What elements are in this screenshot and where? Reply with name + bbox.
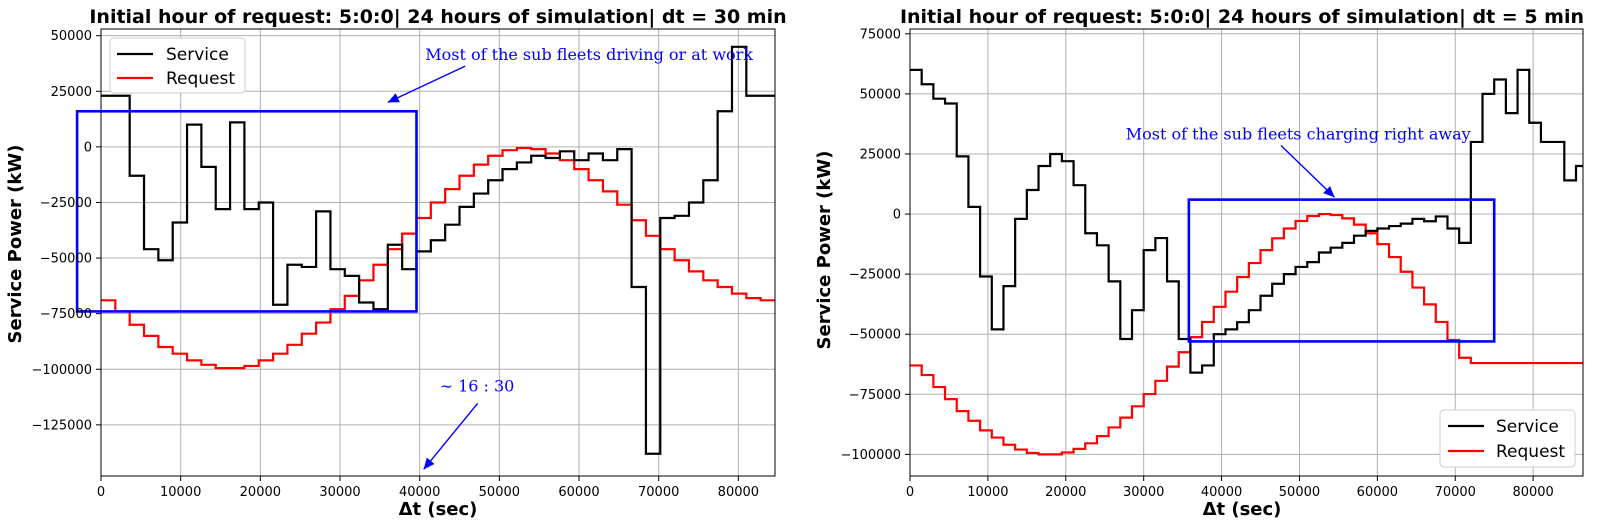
x-tick-label: 80000 [1512,485,1553,500]
x-tick-label: 60000 [558,485,599,500]
x-tick-label: 0 [906,485,914,500]
x-tick-label: 50000 [479,485,520,500]
legend-label-service: Service [166,45,229,65]
y-axis-label: Service Power (kW) [814,151,835,350]
annotation-arrow [423,403,479,470]
y-tick-label: 25000 [860,147,901,162]
plot-frame [100,28,776,477]
y-tick-label: −100000 [31,363,92,378]
y-tick-label: −25000 [40,196,92,211]
x-axis-label: Δt (sec) [1203,499,1282,520]
legend-label-service: Service [1496,417,1559,437]
y-ticks: 75000 50000 25000 0 −25000 −50000 −75000 −10000… [840,27,910,463]
highlight-box [75,109,418,313]
y-axis-label: Service Power (kW) [5,145,26,344]
y-tick-label: −125000 [31,418,92,433]
annotation-arrowhead [387,93,400,103]
chart-title: Initial hour of request: 5:0:0| 24 hours… [900,6,1584,28]
legend-label-request: Request [166,69,235,89]
y-tick-label: 25000 [51,85,92,100]
y-ticks: 50000 25000 0 −25000 −50000 −75000 −100000 −125… [31,29,101,433]
plot-frame [909,28,1584,477]
x-tick-label: 20000 [240,485,281,500]
annotation-text: ∼ 16 : 30 [440,376,515,395]
x-ticks: 0 10000 20000 30000 40000 50000 60000 70000 8000… [906,476,1554,500]
highlight-box [1187,198,1496,343]
legend-label-request: Request [1496,442,1565,462]
y-tick-label: 50000 [860,87,901,102]
legend: Service Request [1439,409,1576,468]
x-tick-label: 10000 [160,485,201,500]
annotations: Most of the sub fleets charging right aw… [1126,125,1471,198]
x-tick-label: 80000 [718,485,759,500]
y-tick-label: −75000 [40,307,92,322]
y-tick-label: 50000 [51,29,92,44]
series-line-service [101,45,775,455]
plot-area [75,45,775,455]
legend-frame [109,37,246,94]
annotation-text: Most of the sub fleets charging right aw… [1126,125,1471,144]
x-ticks: 0 10000 20000 30000 40000 50000 60000 70000 8000… [97,476,759,500]
annotation-arrow [1280,145,1336,198]
x-tick-label: 40000 [399,485,440,500]
y-tick-label: 75000 [860,27,901,42]
x-tick-label: 70000 [1435,485,1476,500]
annotations: Most of the sub fleets driving or at wor… [387,45,753,470]
y-tick-label: −50000 [849,328,901,343]
x-tick-label: 70000 [638,485,679,500]
y-tick-label: −25000 [849,268,901,283]
series-line-service [910,68,1583,374]
y-tick-label: −75000 [849,388,901,403]
y-tick-label: 0 [893,208,901,223]
annotation-text: Most of the sub fleets driving or at wor… [425,45,753,64]
legend: Service Request [109,37,246,94]
y-tick-label: 0 [84,140,92,155]
chart-right: Initial hour of request: 5:0:0| 24 hours… [814,6,1584,520]
x-tick-label: 0 [97,485,105,500]
x-tick-label: 20000 [1045,485,1086,500]
x-tick-label: 10000 [967,485,1008,500]
x-tick-label: 40000 [1201,485,1242,500]
x-tick-label: 30000 [1123,485,1164,500]
y-tick-label: −100000 [840,448,901,463]
x-tick-label: 50000 [1279,485,1320,500]
series-line-request [910,212,1583,456]
x-tick-label: 30000 [319,485,360,500]
y-tick-label: −50000 [40,252,92,267]
x-axis-label: Δt (sec) [399,499,478,520]
chart-title: Initial hour of request: 5:0:0| 24 hours… [89,6,786,28]
legend-frame [1439,409,1576,468]
plot-area [910,68,1583,456]
annotation-arrowhead [1323,185,1335,198]
chart-left: Initial hour of request: 5:0:0| 24 hours… [5,6,787,520]
annotation-arrowhead [423,457,435,470]
x-tick-label: 60000 [1357,485,1398,500]
annotation-arrow [387,65,466,104]
